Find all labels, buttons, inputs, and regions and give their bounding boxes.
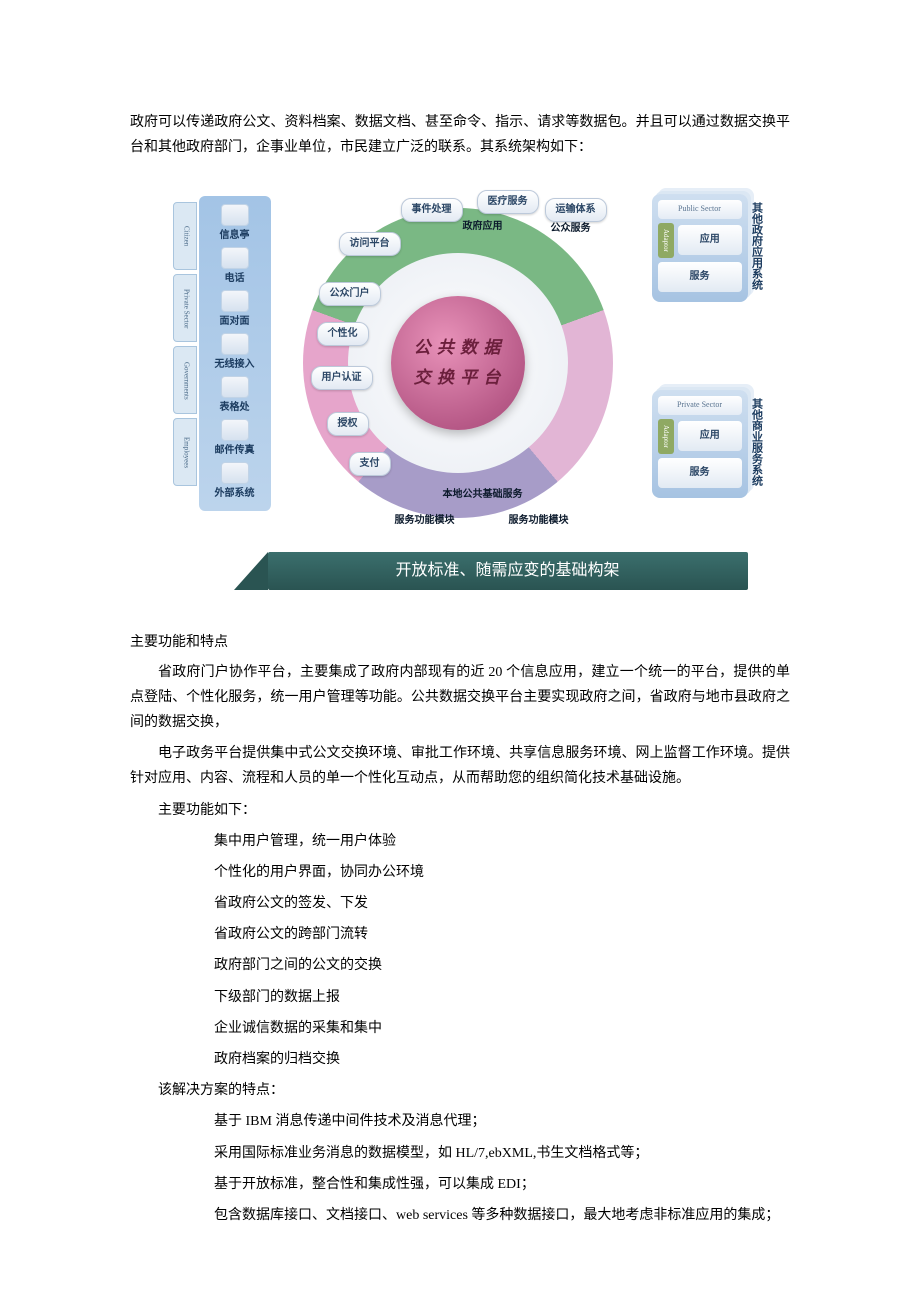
right-panel-side-label: 其他政府应用系统 [746, 202, 766, 290]
left-channel-item: 表格处 [220, 376, 250, 417]
core-line1: 公 共 数 据 [414, 333, 502, 364]
function-list-item: 集中用户管理，统一用户体验 [130, 829, 790, 854]
channel-icon [221, 204, 249, 226]
right-panel-row: 服务 [658, 262, 742, 292]
left-channel-item: 邮件传真 [215, 419, 255, 460]
left-channel-item: 无线接入 [215, 333, 255, 374]
top-band-text: 公众服务 [551, 220, 591, 238]
channel-label: 外部系统 [215, 485, 255, 503]
paragraph-5: 该解决方案的特点： [130, 1078, 790, 1103]
channel-icon [221, 462, 249, 484]
function-list: 集中用户管理，统一用户体验个性化的用户界面，协同办公环境省政府公文的签发、下发省… [130, 829, 790, 1073]
top-pill: 运输体系 [545, 198, 607, 222]
bottom-band-text: 服务功能模块 [395, 512, 455, 530]
channel-icon [221, 290, 249, 312]
bottom-banner: 开放标准、随需应变的基础构架 [268, 552, 748, 590]
architecture-diagram: Citizen Private Sector Governments Employee… [173, 190, 748, 590]
right-panel-box: 服务 [658, 458, 742, 488]
left-channel-item: 信息亭 [220, 204, 250, 245]
access-pill: 公众门户 [319, 282, 381, 306]
function-list-item: 省政府公文的签发、下发 [130, 891, 790, 916]
left-channel-item: 电话 [221, 247, 249, 288]
bottom-band-text: 本地公共基础服务 [443, 486, 523, 504]
paragraph-2: 省政府门户协作平台，主要集成了政府内部现有的近 20 个信息应用，建立一个统一的… [130, 660, 790, 736]
right-panel-private-sector: Private SectorAdaptor应用服务其他商业服务系统 [652, 390, 748, 497]
left-tab: Employees [173, 418, 197, 486]
channel-icon [221, 247, 249, 269]
feature-list-item: 包含数据库接口、文档接口、web services 等多种数据接口，最大地考虑非… [130, 1203, 790, 1228]
channel-label: 面对面 [220, 313, 250, 331]
right-panel-box: 应用 [678, 225, 741, 255]
center-ring: 公 共 数 据 交 换 平 台 事件处理医疗服务运输体系政府应用 公众服务访问平台… [273, 190, 643, 550]
right-panel-side-label: 其他商业服务系统 [746, 398, 766, 486]
right-panel-row: 服务 [658, 458, 742, 488]
left-tab: Governments [173, 346, 197, 414]
channel-label: 电话 [221, 270, 249, 288]
right-panel-public-sector: Public SectorAdaptor应用服务其他政府应用系统 [652, 194, 748, 301]
top-band-text: 政府应用 [463, 218, 503, 236]
paragraph-3: 电子政务平台提供集中式公文交换环境、审批工作环境、共享信息服务环境、网上监督工作… [130, 741, 790, 791]
ring-core: 公 共 数 据 交 换 平 台 [391, 296, 525, 430]
core-line2: 交 换 平 台 [414, 363, 502, 394]
access-pill: 授权 [327, 412, 369, 436]
bottom-band-text: 服务功能模块 [509, 512, 569, 530]
right-panel-box: 服务 [658, 262, 742, 292]
left-channel-item: 面对面 [220, 290, 250, 331]
feature-list-item: 基于开放标准，整合性和集成性强，可以集成 EDI； [130, 1172, 790, 1197]
function-list-item: 企业诚信数据的采集和集中 [130, 1016, 790, 1041]
function-list-item: 个性化的用户界面，协同办公环境 [130, 860, 790, 885]
function-list-item: 省政府公文的跨部门流转 [130, 922, 790, 947]
feature-list-item: 采用国际标准业务消息的数据模型，如 HL/7,ebXML,书生文档格式等； [130, 1141, 790, 1166]
access-pill: 访问平台 [339, 232, 401, 256]
channel-icon [221, 333, 249, 355]
adaptor-label: Adaptor [658, 419, 675, 454]
feature-list-item: 基于 IBM 消息传递中间件技术及消息代理； [130, 1109, 790, 1134]
right-panel-head: Private Sector [658, 396, 742, 414]
left-channel-item: 外部系统 [215, 462, 255, 503]
top-pill: 事件处理 [401, 198, 463, 222]
paragraph-4: 主要功能如下： [130, 798, 790, 823]
right-panel-head: Public Sector [658, 200, 742, 218]
channel-label: 表格处 [220, 399, 250, 417]
left-category-tabs: Citizen Private Sector Governments Employee… [173, 202, 197, 486]
access-pill: 个性化 [317, 322, 369, 346]
right-panel-row: Adaptor应用 [658, 223, 742, 258]
left-channel-column: 信息亭电话面对面无线接入表格处邮件传真外部系统 [199, 196, 271, 511]
channel-icon [221, 376, 249, 398]
channel-icon [221, 419, 249, 441]
feature-list: 基于 IBM 消息传递中间件技术及消息代理； 采用国际标准业务消息的数据模型，如 … [130, 1109, 790, 1228]
channel-label: 信息亭 [220, 227, 250, 245]
access-pill: 支付 [349, 452, 391, 476]
left-tab: Private Sector [173, 274, 197, 342]
function-list-item: 政府档案的归档交换 [130, 1047, 790, 1072]
adaptor-label: Adaptor [658, 223, 675, 258]
function-list-item: 政府部门之间的公文的交换 [130, 953, 790, 978]
access-pill: 用户认证 [311, 366, 373, 390]
channel-label: 无线接入 [215, 356, 255, 374]
channel-label: 邮件传真 [215, 442, 255, 460]
right-panel-row: Adaptor应用 [658, 419, 742, 454]
intro-paragraph: 政府可以传递政府公文、资料档案、数据文档、甚至命令、指示、请求等数据包。并且可以… [130, 110, 790, 160]
section-title: 主要功能和特点 [130, 630, 790, 655]
right-panel-box: 应用 [678, 421, 741, 451]
left-tab: Citizen [173, 202, 197, 270]
top-pill: 医疗服务 [477, 190, 539, 214]
function-list-item: 下级部门的数据上报 [130, 985, 790, 1010]
